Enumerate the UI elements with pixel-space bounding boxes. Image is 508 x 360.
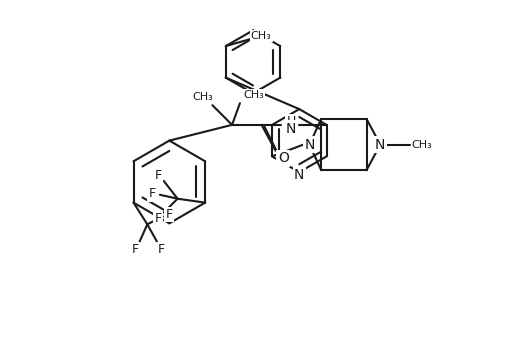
Text: N: N [375, 138, 386, 152]
Text: N: N [294, 168, 304, 182]
Text: O: O [278, 151, 289, 165]
Text: F: F [148, 187, 155, 200]
Text: CH₃: CH₃ [243, 90, 264, 100]
Text: CH₃: CH₃ [192, 92, 213, 102]
Text: CH₃: CH₃ [251, 31, 272, 41]
Text: F: F [154, 212, 162, 225]
Text: F: F [154, 168, 162, 181]
Text: N: N [304, 138, 314, 152]
Text: F: F [132, 243, 139, 256]
Text: H: H [287, 116, 296, 129]
Text: CH₃: CH₃ [412, 140, 433, 149]
Text: N: N [286, 122, 296, 136]
Text: F: F [157, 243, 165, 256]
Text: F: F [166, 208, 173, 221]
